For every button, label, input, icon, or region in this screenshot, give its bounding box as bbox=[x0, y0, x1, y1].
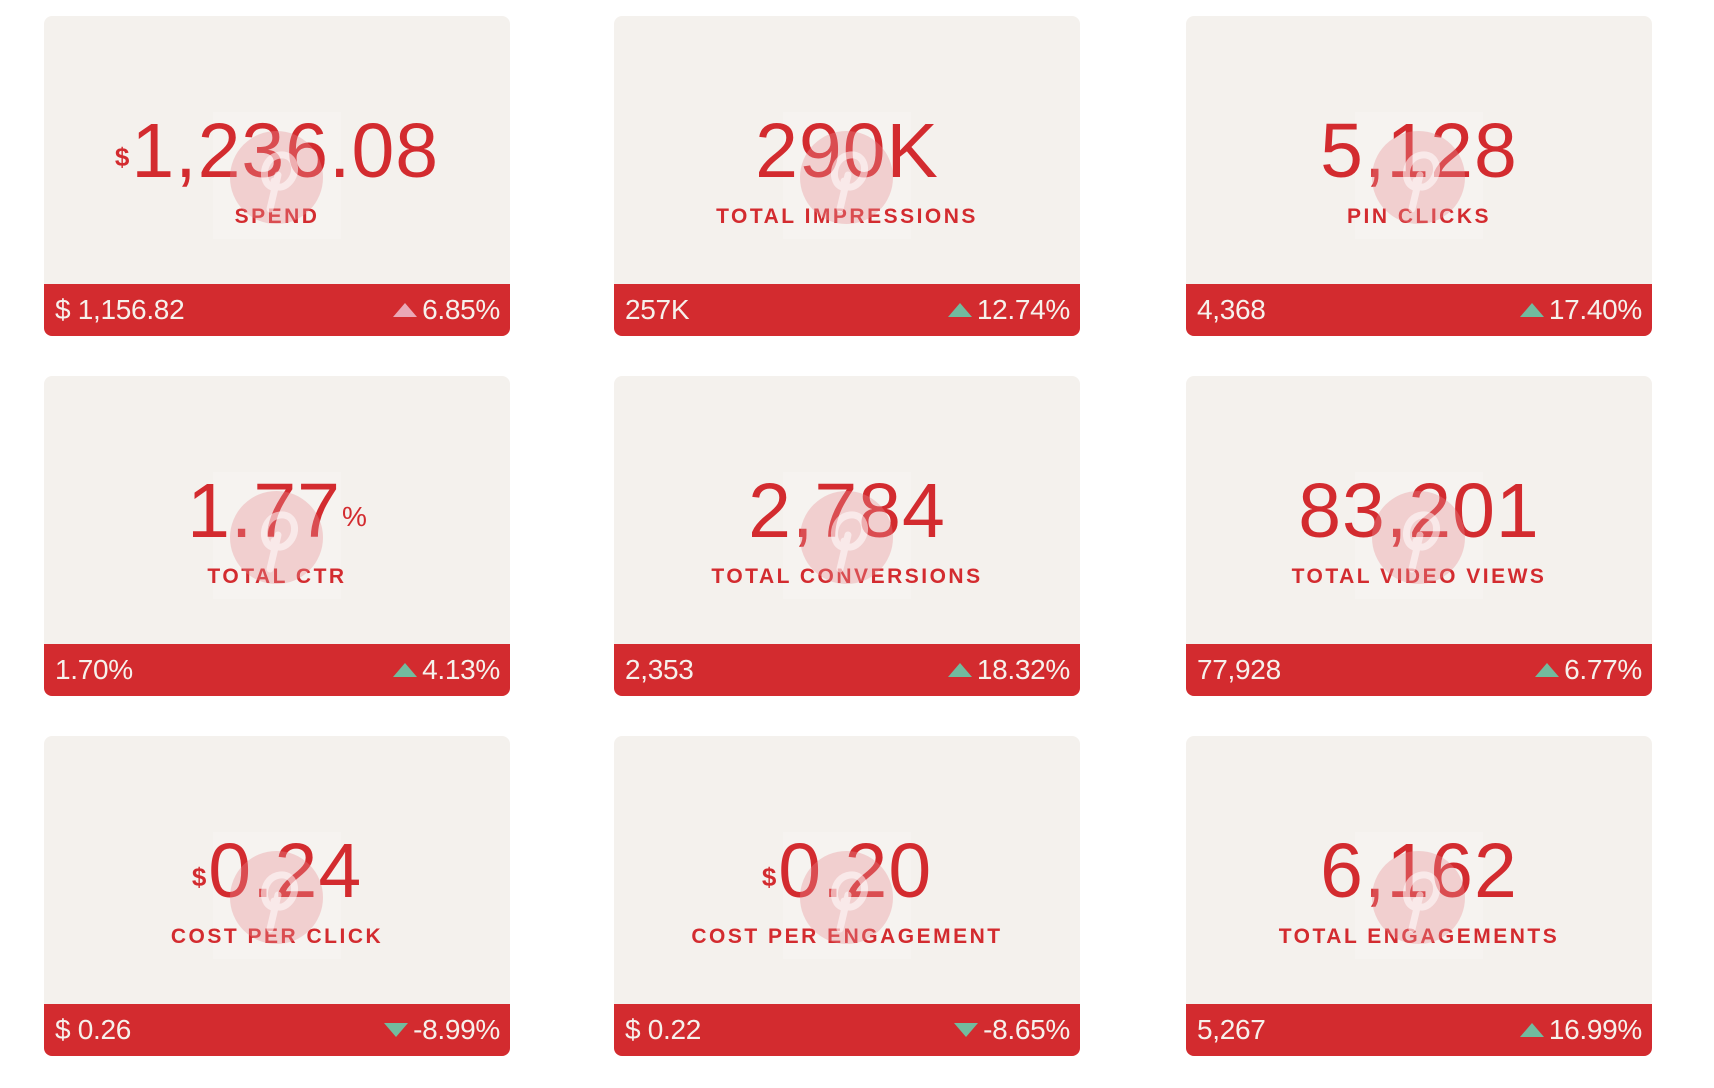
change-percent: 12.74% bbox=[976, 294, 1070, 325]
kpi-card-body: 83,201 TOTAL VIDEO VIEWS bbox=[1186, 376, 1652, 644]
previous-value: 77,928 bbox=[1197, 654, 1281, 685]
trend-up-icon bbox=[947, 663, 972, 677]
change-percent: 17.40% bbox=[1548, 294, 1642, 325]
kpi-footer: 5,267 16.99% bbox=[1186, 1004, 1652, 1056]
kpi-value-number: 0.24 bbox=[208, 828, 363, 914]
kpi-label: SPEND bbox=[234, 205, 320, 228]
change-indicator: -8.65% bbox=[954, 1004, 1070, 1056]
trend-up-icon bbox=[393, 663, 418, 677]
pinterest-logo-icon bbox=[230, 491, 323, 584]
trend-up-icon bbox=[1519, 303, 1544, 317]
previous-value: 257K bbox=[625, 294, 690, 325]
kpi-footer: 77,928 6.77% bbox=[1186, 644, 1652, 696]
kpi-card-total-impressions: 290K TOTAL IMPRESSIONS 257K 12.74% bbox=[614, 16, 1080, 336]
change-percent: 4.13% bbox=[422, 654, 500, 685]
kpi-label: TOTAL CTR bbox=[207, 565, 347, 588]
kpi-card-total-engagements: 6,162 TOTAL ENGAGEMENTS 5,267 16.99% bbox=[1186, 736, 1652, 1056]
change-percent: 16.99% bbox=[1548, 1014, 1642, 1045]
kpi-value-number: 0.20 bbox=[778, 828, 933, 914]
trend-up-icon bbox=[947, 303, 972, 317]
change-indicator: 16.99% bbox=[1519, 1004, 1642, 1056]
previous-value: 4,368 bbox=[1197, 294, 1266, 325]
kpi-value: $1,236.08 bbox=[44, 108, 510, 194]
change-indicator: -8.99% bbox=[384, 1004, 500, 1056]
kpi-footer: $ 0.22 -8.65% bbox=[614, 1004, 1080, 1056]
kpi-card-body: 5,128 PIN CLICKS bbox=[1186, 16, 1652, 284]
percent-suffix: % bbox=[341, 501, 367, 532]
previous-value: $ 0.22 bbox=[625, 1014, 702, 1045]
kpi-label: TOTAL IMPRESSIONS bbox=[716, 205, 978, 228]
kpi-value: $0.20 bbox=[614, 828, 1080, 914]
change-indicator: 4.13% bbox=[393, 644, 500, 696]
kpi-footer: 4,368 17.40% bbox=[1186, 284, 1652, 336]
kpi-card-body: $0.24 COST PER CLICK bbox=[44, 736, 510, 1004]
kpi-card-total-conversions: 2,784 TOTAL CONVERSIONS 2,353 18.32% bbox=[614, 376, 1080, 696]
kpi-card-spend: $1,236.08 SPEND $ 1,156.82 6.85% bbox=[44, 16, 510, 336]
kpi-card-cost-per-engagement: $0.20 COST PER ENGAGEMENT $ 0.22 -8.65% bbox=[614, 736, 1080, 1056]
pinterest-logo-icon bbox=[800, 851, 893, 944]
kpi-label: COST PER CLICK bbox=[170, 925, 384, 948]
kpi-value-number: 1,236.08 bbox=[131, 108, 440, 194]
pinterest-logo-icon bbox=[800, 131, 893, 224]
kpi-footer: 257K 12.74% bbox=[614, 284, 1080, 336]
change-percent: 6.85% bbox=[422, 294, 500, 325]
change-percent: -8.65% bbox=[983, 1014, 1070, 1045]
change-indicator: 6.85% bbox=[393, 284, 500, 336]
currency-prefix: $ bbox=[761, 862, 777, 892]
change-percent: 6.77% bbox=[1564, 654, 1642, 685]
change-indicator: 6.77% bbox=[1535, 644, 1642, 696]
trend-down-icon bbox=[954, 1023, 979, 1037]
trend-down-icon bbox=[384, 1023, 409, 1037]
pinterest-logo-icon bbox=[230, 851, 323, 944]
pinterest-logo-icon bbox=[230, 131, 323, 224]
pinterest-logo-icon bbox=[800, 491, 893, 584]
kpi-footer: 1.70% 4.13% bbox=[44, 644, 510, 696]
change-indicator: 18.32% bbox=[947, 644, 1070, 696]
kpi-card-body: 290K TOTAL IMPRESSIONS bbox=[614, 16, 1080, 284]
pinterest-logo-icon bbox=[1372, 491, 1465, 584]
change-percent: 18.32% bbox=[976, 654, 1070, 685]
kpi-footer: $ 1,156.82 6.85% bbox=[44, 284, 510, 336]
kpi-label: COST PER ENGAGEMENT bbox=[691, 925, 1003, 948]
previous-value: 5,267 bbox=[1197, 1014, 1266, 1045]
change-percent: -8.99% bbox=[413, 1014, 500, 1045]
kpi-card-body: $1,236.08 SPEND bbox=[44, 16, 510, 284]
kpi-card-body: 1.77% TOTAL CTR bbox=[44, 376, 510, 644]
kpi-value: $0.24 bbox=[44, 828, 510, 914]
currency-prefix: $ bbox=[114, 142, 130, 172]
previous-value: 1.70% bbox=[55, 654, 133, 685]
previous-value: $ 0.26 bbox=[55, 1014, 132, 1045]
kpi-label: PIN CLICKS bbox=[1346, 205, 1491, 228]
previous-value: 2,353 bbox=[625, 654, 694, 685]
kpi-card-body: 6,162 TOTAL ENGAGEMENTS bbox=[1186, 736, 1652, 1004]
trend-up-icon bbox=[1535, 663, 1560, 677]
pinterest-logo-icon bbox=[1372, 131, 1465, 224]
pinterest-logo-icon bbox=[1372, 851, 1465, 944]
trend-up-icon bbox=[1519, 1023, 1544, 1037]
kpi-card-body: 2,784 TOTAL CONVERSIONS bbox=[614, 376, 1080, 644]
change-indicator: 12.74% bbox=[947, 284, 1070, 336]
kpi-label: TOTAL CONVERSIONS bbox=[711, 565, 983, 588]
change-indicator: 17.40% bbox=[1519, 284, 1642, 336]
previous-value: $ 1,156.82 bbox=[55, 294, 185, 325]
kpi-label: TOTAL ENGAGEMENTS bbox=[1278, 925, 1560, 948]
kpi-card-total-video-views: 83,201 TOTAL VIDEO VIEWS 77,928 6.77% bbox=[1186, 376, 1652, 696]
kpi-card-pin-clicks: 5,128 PIN CLICKS 4,368 17.40% bbox=[1186, 16, 1652, 336]
trend-up-icon bbox=[393, 303, 418, 317]
currency-prefix: $ bbox=[191, 862, 207, 892]
kpi-label: TOTAL VIDEO VIEWS bbox=[1291, 565, 1547, 588]
kpi-card-body: $0.20 COST PER ENGAGEMENT bbox=[614, 736, 1080, 1004]
kpi-footer: 2,353 18.32% bbox=[614, 644, 1080, 696]
kpi-footer: $ 0.26 -8.99% bbox=[44, 1004, 510, 1056]
kpi-card-cost-per-click: $0.24 COST PER CLICK $ 0.26 -8.99% bbox=[44, 736, 510, 1056]
kpi-card-total-ctr: 1.77% TOTAL CTR 1.70% 4.13% bbox=[44, 376, 510, 696]
